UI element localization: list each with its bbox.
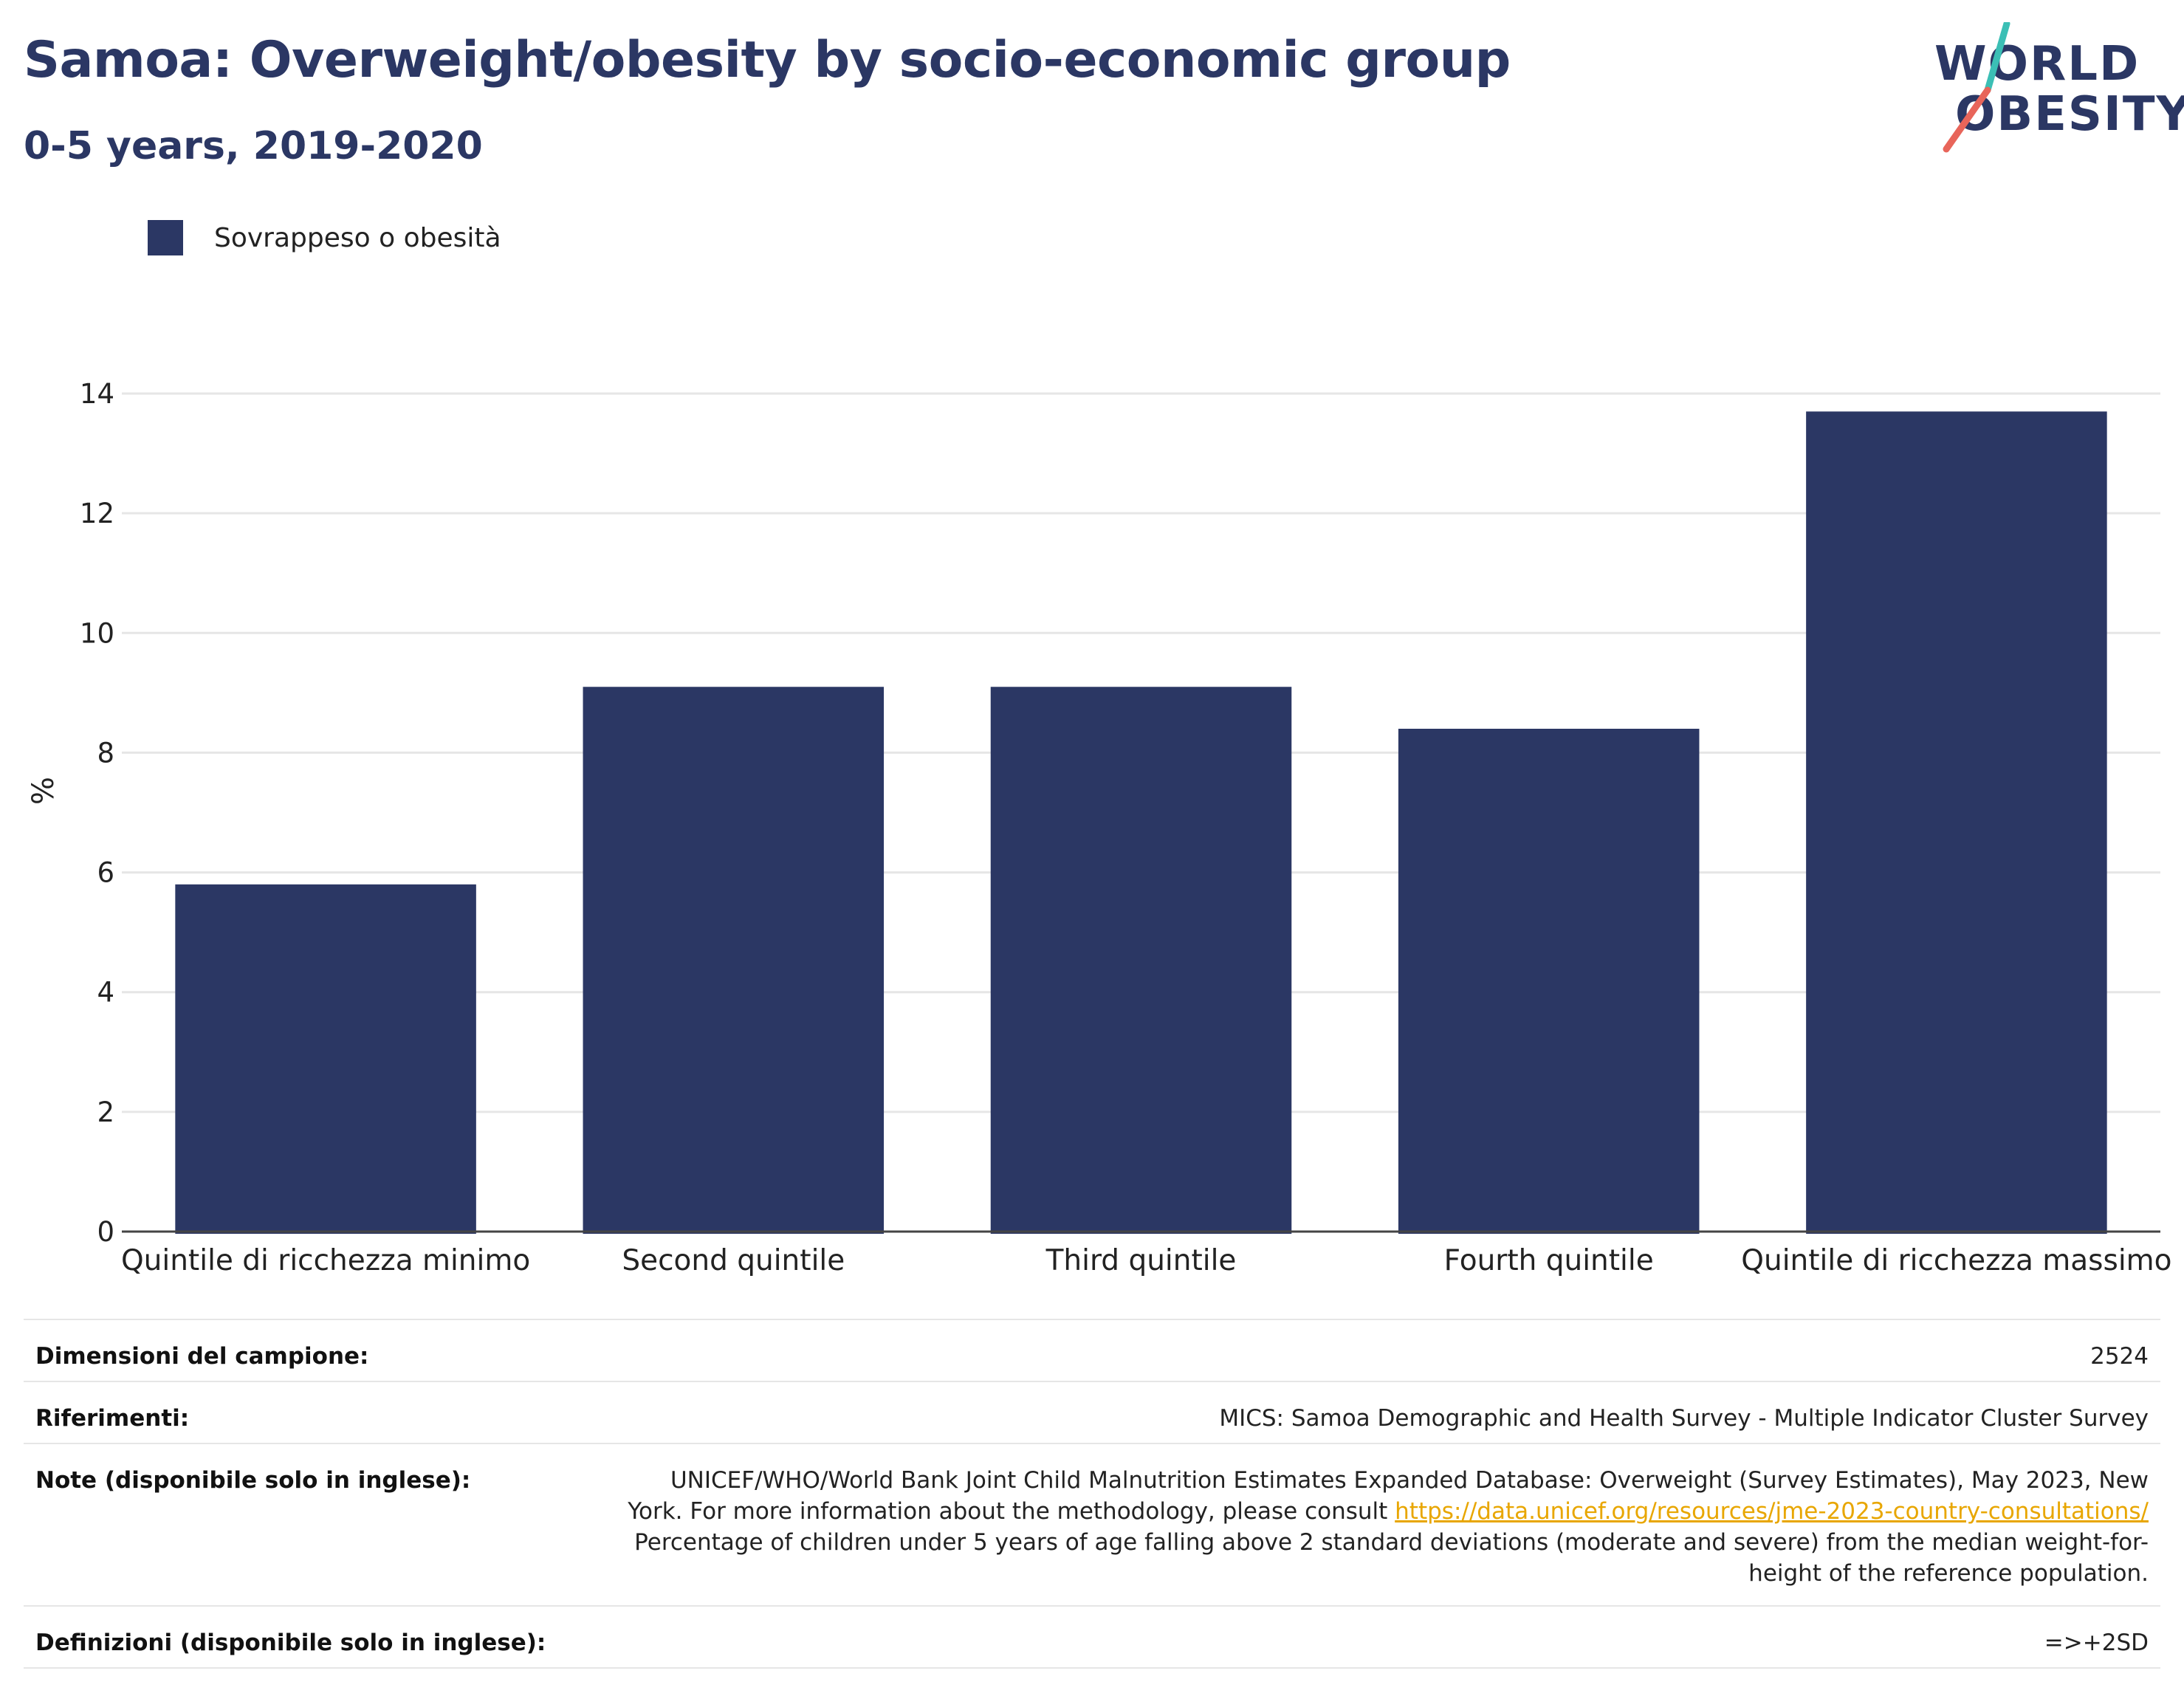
chart-title: Samoa: Overweight/obesity by socio-econo…: [24, 31, 1511, 89]
chart-legend[interactable]: Sovrappeso o obesità: [148, 220, 501, 255]
legend-swatch: [148, 220, 183, 255]
y-tick-label: 10: [80, 617, 114, 649]
bar: [1806, 411, 2107, 1234]
bar: [990, 687, 1292, 1234]
sample-size-label: Dimensioni del campione:: [35, 1343, 369, 1370]
notes-line-1: UNICEF/WHO/World Bank Joint Child Malnut…: [670, 1467, 2149, 1494]
notes-value: UNICEF/WHO/World Bank Joint Child Malnut…: [628, 1465, 2149, 1605]
y-tick-label: 12: [80, 498, 114, 529]
logo-text-world: WORLD: [1934, 37, 2140, 92]
y-tick-label: 8: [97, 737, 114, 769]
info-table: Dimensioni del campione: 2524 Riferiment…: [24, 1319, 2160, 1669]
notes-line-3: Percentage of children under 5 years of …: [634, 1529, 2149, 1556]
info-row-notes: Note (disponibile solo in inglese): UNIC…: [24, 1443, 2160, 1605]
y-tick-label: 6: [97, 857, 114, 889]
notes-line-4: height of the reference population.: [1748, 1560, 2149, 1587]
bar-chart: 0 2 4 6 8 10 12 14 Quintile di ricchezza minimo S…: [80, 378, 2172, 1277]
definitions-label: Definizioni (disponibile solo in inglese…: [35, 1630, 546, 1656]
x-tick-label: Second quintile: [622, 1244, 845, 1277]
x-tick-label: Quintile di ricchezza massimo: [1741, 1244, 2171, 1277]
x-tick-label: Fourth quintile: [1444, 1244, 1654, 1277]
chart-subtitle: 0-5 years, 2019-2020: [24, 124, 483, 168]
y-tick-label: 4: [97, 977, 114, 1009]
world-obesity-logo[interactable]: WORLD OBESITY: [1920, 22, 2184, 155]
y-tick-label: 0: [97, 1216, 114, 1248]
bar: [175, 884, 476, 1234]
info-row-references: Riferimenti: MICS: Samoa Demographic and…: [24, 1381, 2160, 1443]
logo-slash-icon: [1943, 22, 2010, 153]
x-tick-label: Quintile di ricchezza minimo: [121, 1244, 530, 1277]
sample-size-value: 2524: [2090, 1343, 2149, 1370]
x-tick-label: Third quintile: [1045, 1244, 1237, 1277]
references-value: MICS: Samoa Demographic and Health Surve…: [1219, 1405, 2149, 1432]
info-row-definitions: Definizioni (disponibile solo in inglese…: [24, 1605, 2160, 1669]
notes-label: Note (disponibile solo in inglese):: [35, 1467, 471, 1494]
info-row-sample: Dimensioni del campione: 2524: [24, 1319, 2160, 1381]
legend-label: Sovrappeso o obesità: [214, 222, 501, 253]
definitions-value: =>+2SD: [2044, 1630, 2149, 1656]
bar: [583, 687, 885, 1234]
bar: [1398, 729, 1700, 1234]
y-tick-label: 14: [80, 378, 114, 410]
notes-link[interactable]: https://data.unicef.org/resources/jme-20…: [1395, 1498, 2149, 1525]
notes-line-2: York. For more information about the met…: [628, 1498, 1395, 1525]
y-tick-label: 2: [97, 1096, 114, 1128]
logo-text-obesity: OBESITY: [1955, 87, 2184, 142]
references-label: Riferimenti:: [35, 1405, 190, 1432]
